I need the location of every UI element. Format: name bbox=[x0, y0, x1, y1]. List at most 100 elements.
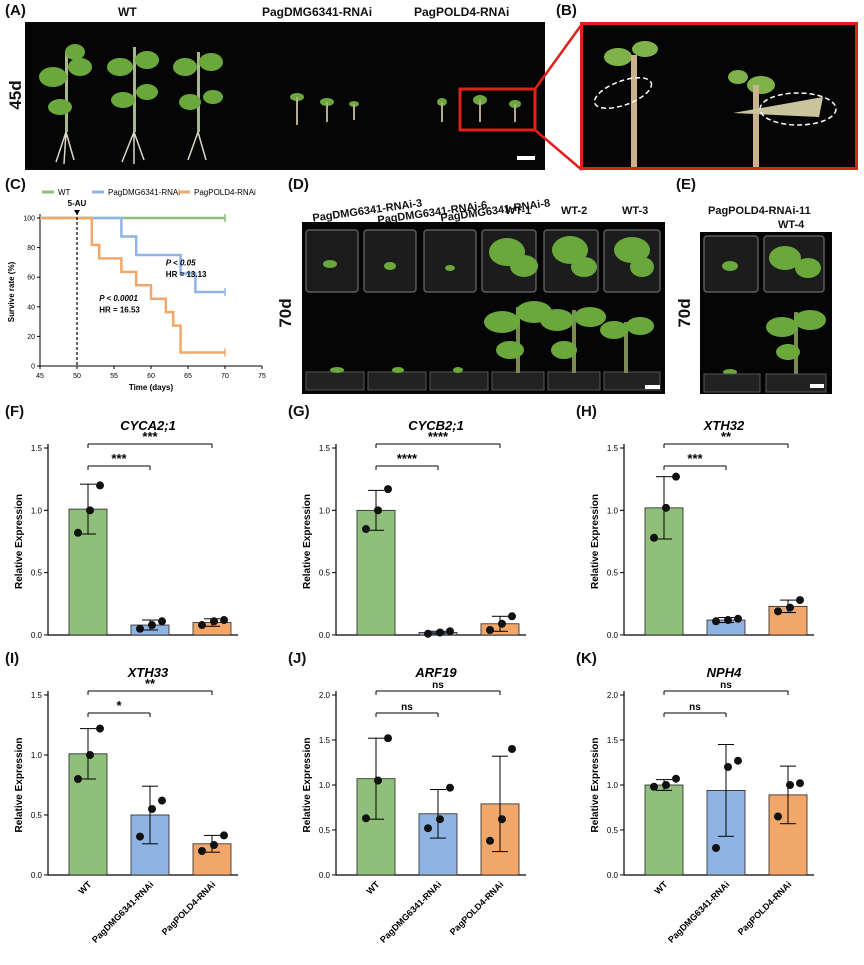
bar-chart-y-tick-label: 1.0 bbox=[319, 506, 331, 515]
data-point-wt bbox=[672, 472, 680, 481]
photo-d-label-2: PagDMG6341-RNAi-8 bbox=[439, 197, 551, 225]
bar-chart-y-tick-label: 0.5 bbox=[607, 569, 619, 578]
legend-label-wt: WT bbox=[58, 188, 71, 197]
photo-d-label-4: WT-2 bbox=[561, 205, 588, 217]
significance-label: **** bbox=[397, 451, 418, 466]
bar-chart-y-tick-label: 0.0 bbox=[607, 871, 619, 880]
data-point-pagdmg6341-rnai bbox=[148, 621, 156, 630]
data-point-pagpold4-rnai bbox=[774, 607, 782, 616]
survival-stat1-hr: HR = 13.13 bbox=[166, 270, 207, 279]
data-point-pagdmg6341-rnai bbox=[148, 805, 156, 813]
survival-marker-arrow bbox=[74, 210, 80, 215]
survival-stat1-p: P < 0.05 bbox=[166, 258, 196, 267]
data-point-wt bbox=[650, 533, 658, 542]
data-point-pagpold4-rnai bbox=[486, 836, 494, 845]
zoom-connectors bbox=[533, 23, 584, 171]
panel-label-a: (A) bbox=[5, 2, 26, 19]
bar-chart-arf19: ARF19 Relative Expression 0.0 0.5 1.0 1.5 2.0 W… bbox=[302, 665, 526, 945]
data-point-pagdmg6341-rnai bbox=[724, 763, 732, 771]
photo-d-side-label: 70d bbox=[276, 298, 295, 328]
photo-a-label-pold: PagPOLD4-RNAi bbox=[414, 5, 510, 19]
significance-label: ns bbox=[720, 680, 732, 691]
survival-y-tick-label: 20 bbox=[27, 334, 35, 341]
x-tick-label-pagpold4-rnai: PagPOLD4-RNAi bbox=[448, 879, 506, 937]
significance-label: ** bbox=[145, 676, 156, 691]
data-point-pagpold4-rnai bbox=[210, 841, 218, 849]
survival-lines bbox=[40, 210, 226, 366]
data-point-wt bbox=[662, 503, 670, 512]
bar-chart-y-tick-label: 1.0 bbox=[607, 781, 619, 790]
photo-e-side-label: 70d bbox=[675, 298, 694, 328]
photo-a-label-dmg: PagDMG6341-RNAi bbox=[262, 5, 373, 19]
survival-line-pagpold4-rnai bbox=[40, 216, 225, 354]
x-tick-label-pagpold4-rnai: PagPOLD4-RNAi bbox=[160, 879, 218, 937]
bar-chart-y-tick-label: 0.5 bbox=[31, 569, 43, 578]
bar-chart-y-label: Relative Expression bbox=[302, 737, 313, 832]
data-point-wt bbox=[374, 506, 382, 515]
bar-chart-title: NPH4 bbox=[707, 665, 742, 680]
bar-chart-y-tick-label: 1.5 bbox=[31, 444, 43, 453]
data-point-pagpold4-rnai bbox=[220, 831, 228, 840]
photo-a-plants bbox=[39, 44, 537, 165]
data-point-pagpold4-rnai bbox=[198, 847, 206, 855]
photo-e-label-1: WT-4 bbox=[778, 219, 805, 231]
x-tick-label-wt: WT bbox=[652, 879, 669, 896]
survival-x-tick-label: 65 bbox=[184, 373, 192, 380]
bar-chart-title: XTH33 bbox=[127, 665, 169, 680]
photo-e-pots bbox=[703, 235, 827, 393]
survival-legend: WT PagDMG6341-RNAi PagPOLD4-RNAi bbox=[42, 188, 256, 197]
bar-chart-y-label: Relative Expression bbox=[590, 494, 601, 589]
survival-stat2-hr: HR = 16.53 bbox=[99, 306, 140, 315]
x-tick-label-pagdmg6341-rnai: PagDMG6341-RNAi bbox=[90, 879, 155, 944]
wt-plant-2 bbox=[107, 47, 159, 164]
bar-chart-y-tick-label: 1.5 bbox=[607, 736, 619, 745]
data-point-pagdmg6341-rnai bbox=[136, 624, 144, 633]
bar-chart-y-tick-label: 0.5 bbox=[319, 826, 331, 835]
panel-label-c: (C) bbox=[5, 176, 26, 193]
bar-chart-title: ARF19 bbox=[414, 665, 457, 680]
photo-a bbox=[25, 22, 545, 170]
significance-label: ns bbox=[689, 702, 701, 713]
significance-label: **** bbox=[428, 429, 449, 444]
survival-y-tick-label: 80 bbox=[27, 245, 35, 252]
survival-x-tick-label: 55 bbox=[110, 373, 118, 380]
bar-chart-y-tick-label: 1.0 bbox=[31, 751, 43, 760]
significance-label: ** bbox=[721, 429, 732, 444]
data-point-pagdmg6341-rnai bbox=[446, 627, 454, 636]
data-point-pagdmg6341-rnai bbox=[724, 616, 732, 625]
data-point-pagdmg6341-rnai bbox=[424, 824, 432, 833]
significance-label: ns bbox=[432, 680, 444, 691]
survival-y-tick-label: 100 bbox=[23, 216, 35, 223]
data-point-pagpold4-rnai bbox=[786, 781, 794, 789]
data-point-pagpold4-rnai bbox=[508, 612, 516, 621]
data-point-wt bbox=[662, 781, 670, 789]
survival-line-pagdmg6341-rnai bbox=[40, 216, 225, 294]
data-point-pagpold4-rnai bbox=[796, 779, 804, 788]
survival-x-tick-label: 45 bbox=[36, 373, 44, 380]
bar-chart-cyca2-1: CYCA2;1 Relative Expression 0.0 0.5 1.0 1.5 **… bbox=[14, 418, 238, 640]
survival-chart: WT PagDMG6341-RNAi PagPOLD4-RNAi 45 50 55 60 6… bbox=[7, 188, 266, 392]
significance-label: *** bbox=[142, 429, 158, 444]
data-point-pagdmg6341-rnai bbox=[136, 832, 144, 841]
data-point-pagpold4-rnai bbox=[210, 617, 218, 626]
data-point-pagpold4-rnai bbox=[774, 812, 782, 821]
panel-label-g: (G) bbox=[288, 403, 310, 420]
photo-d-label-3: WT-1 bbox=[505, 205, 532, 217]
significance-label: *** bbox=[687, 451, 703, 466]
scale-bar-d bbox=[645, 385, 660, 389]
survival-y-tick-label: 40 bbox=[27, 304, 35, 311]
significance-label: ns bbox=[401, 702, 413, 713]
bar-chart-y-tick-label: 1.5 bbox=[319, 444, 331, 453]
bar-chart-y-tick-label: 1.0 bbox=[607, 506, 619, 515]
data-point-wt bbox=[74, 775, 82, 783]
x-tick-label-wt: WT bbox=[364, 879, 381, 896]
bar-chart-title: CYCA2;1 bbox=[120, 418, 176, 433]
bar-chart-y-tick-label: 0.0 bbox=[319, 871, 331, 880]
data-point-pagdmg6341-rnai bbox=[436, 815, 444, 824]
data-point-wt bbox=[96, 724, 104, 733]
data-point-wt bbox=[672, 774, 680, 783]
significance-label: * bbox=[116, 698, 122, 713]
photo-b bbox=[580, 22, 858, 170]
x-tick-label-pagpold4-rnai: PagPOLD4-RNAi bbox=[736, 879, 794, 937]
data-point-pagpold4-rnai bbox=[508, 745, 516, 753]
